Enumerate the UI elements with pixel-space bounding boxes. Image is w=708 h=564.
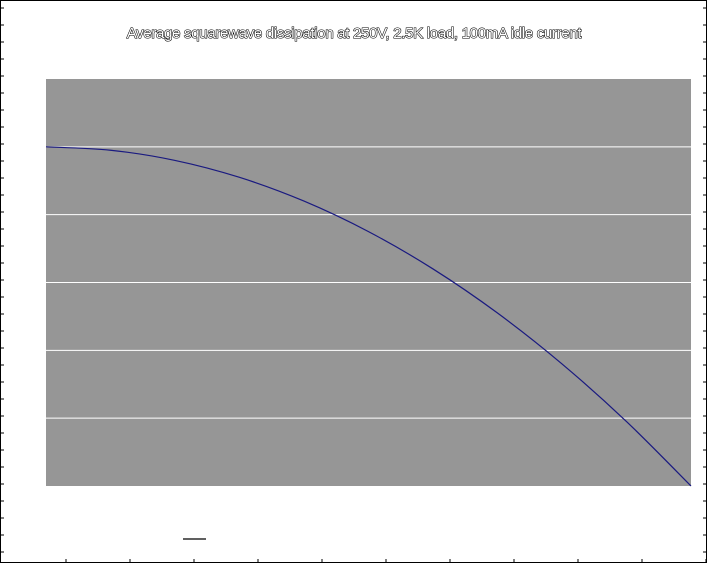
series-layer (45, 146, 692, 487)
chart-title: Average squarewave dissipation at 250V, … (127, 25, 583, 42)
axis-ticks (1, 7, 707, 563)
series-line (45, 146, 692, 487)
gridlines (46, 146, 691, 419)
